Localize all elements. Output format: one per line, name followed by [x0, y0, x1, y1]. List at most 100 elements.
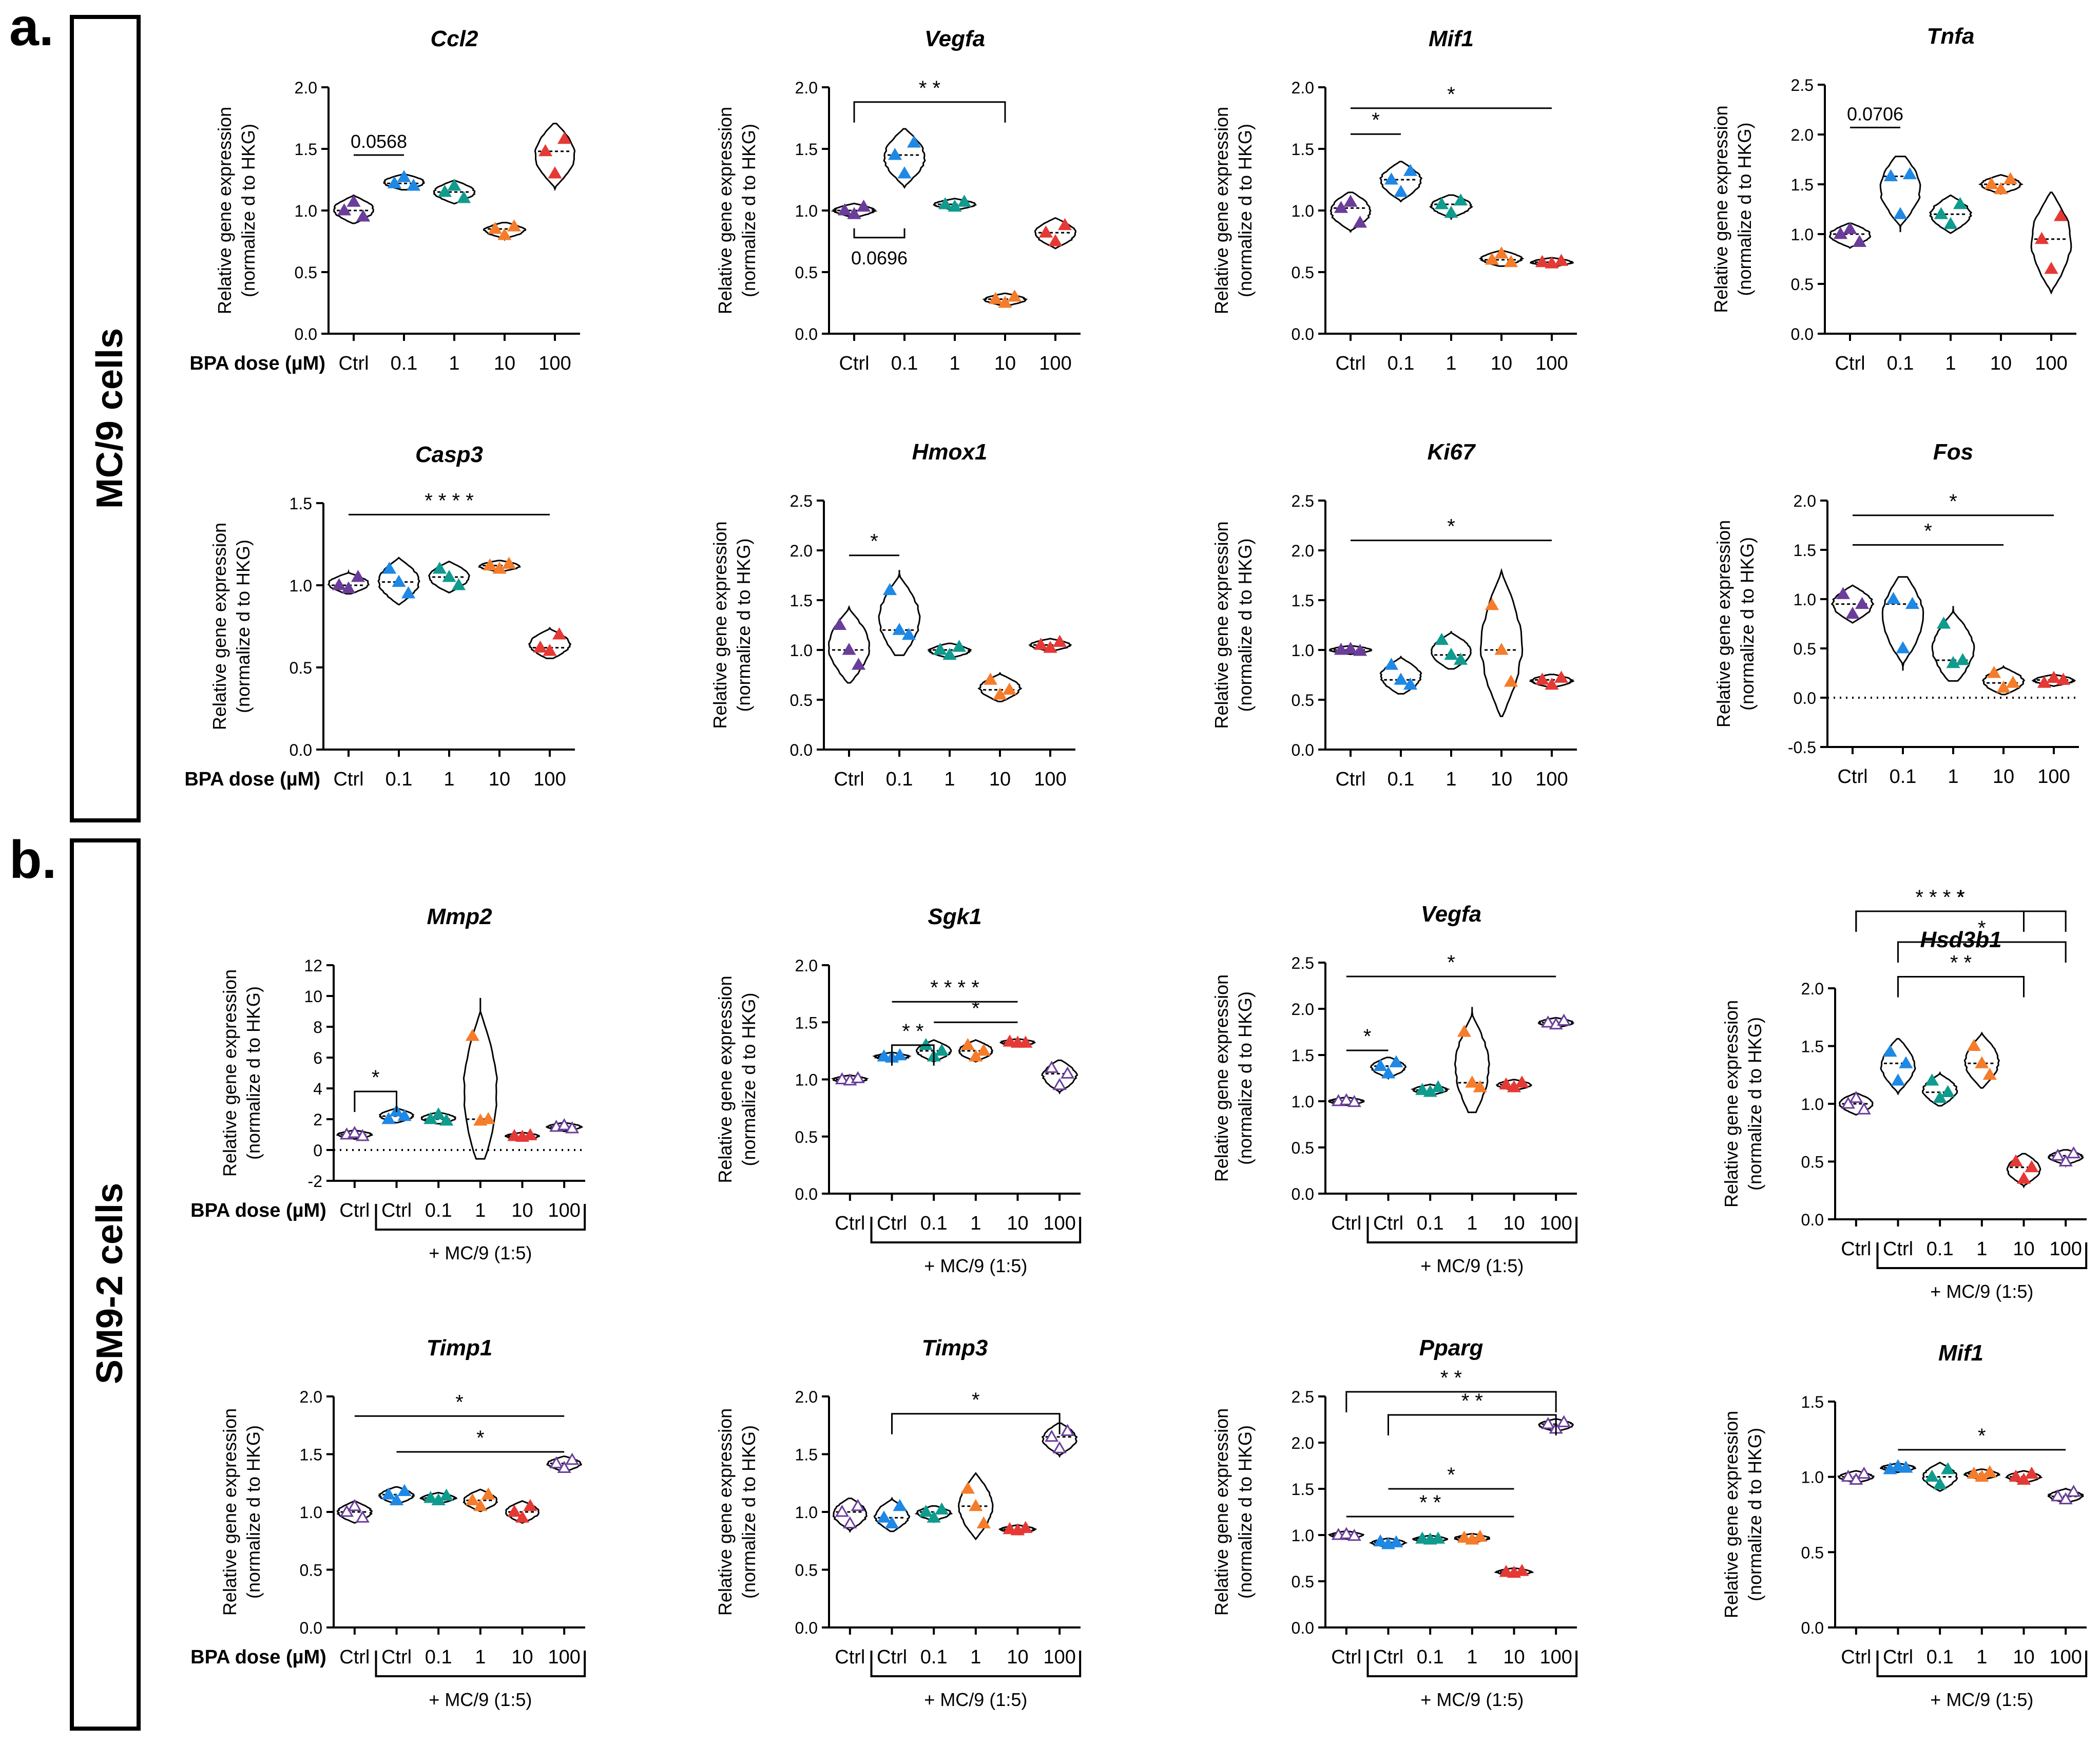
- x-tick-label: Ctrl: [835, 1213, 865, 1234]
- chart-title: Timp3: [922, 1335, 988, 1360]
- y-tick-label: 0.0: [790, 741, 813, 759]
- chart-vegfa-10: VegfaRelative gene expression (normalize …: [1211, 902, 1577, 1276]
- x-tick-label: 1: [1976, 1646, 1987, 1668]
- y-tick-label: 1.5: [795, 140, 818, 159]
- panel-side-label-b: SM9-2 cells: [89, 1183, 130, 1384]
- data-point: [1847, 608, 1858, 618]
- y-tick-label: 0.5: [1794, 640, 1816, 658]
- significance-label: *: [870, 530, 878, 553]
- y-tick-label: 0.5: [795, 1561, 818, 1580]
- x-tick-label: 10: [1503, 1646, 1525, 1668]
- y-tick-label: 1.0: [1801, 1095, 1824, 1114]
- y-tick-label: 2.0: [795, 956, 818, 975]
- y-tick-label: 0.0: [1801, 1211, 1824, 1229]
- bpa-dose-label: BPA dose (µM): [184, 769, 320, 790]
- x-tick-label: 100: [2049, 1238, 2082, 1260]
- x-tick-label: Ctrl: [839, 353, 869, 374]
- data-point: [2048, 673, 2059, 682]
- y-axis-label: Relative gene expression (normalize d to …: [209, 523, 254, 730]
- x-tick-label: 0.1: [920, 1213, 948, 1234]
- y-tick-label: 2.5: [1791, 76, 1814, 94]
- x-tick-label: Ctrl: [333, 769, 363, 790]
- y-axis-label: Relative gene expression (normalize d to …: [1211, 1408, 1256, 1616]
- x-tick-label: 0.1: [1926, 1238, 1954, 1260]
- bpa-dose-label: BPA dose (µM): [189, 353, 325, 374]
- chart-mmp2-8: Mmp2Relative gene expression (normalize d…: [190, 904, 585, 1263]
- chart-timp3-13: Timp3Relative gene expression (normalize …: [715, 1335, 1081, 1710]
- x-tick-label: 10: [1491, 353, 1512, 374]
- x-tick-label: 10: [1007, 1646, 1028, 1668]
- y-tick-label: 2.5: [790, 492, 813, 510]
- data-point: [2018, 1173, 2030, 1183]
- x-tick-label: 100: [2049, 1646, 2082, 1668]
- violin-4: [535, 124, 574, 189]
- data-point: [834, 620, 845, 629]
- y-tick-label: 0.0: [1292, 1619, 1314, 1637]
- chart-ccl2-0: Ccl2Relative gene expression (normalize d…: [189, 26, 580, 374]
- x-tick-label: 100: [2035, 353, 2067, 374]
- data-point: [1968, 1041, 1979, 1050]
- y-tick-label: 2.5: [1292, 1388, 1314, 1406]
- x-tick-label: 100: [1039, 353, 1071, 374]
- chart-title: Mif1: [1429, 26, 1474, 51]
- x-tick-label: 0.1: [1417, 1213, 1444, 1234]
- x-tick-label: 10: [1993, 766, 2014, 788]
- y-axis-label: Relative gene expression (normalize d to …: [715, 975, 759, 1183]
- y-tick-label: 0.5: [295, 263, 317, 282]
- y-axis-label: Relative gene expression (normalize d to …: [1721, 1000, 1765, 1208]
- x-tick-label: Ctrl: [1331, 1213, 1361, 1234]
- y-tick-label: 1.5: [795, 1013, 818, 1032]
- significance-label: *: [972, 1389, 980, 1411]
- y-tick-label: 0.5: [1292, 691, 1314, 710]
- chart-title: Timp1: [427, 1335, 493, 1360]
- coculture-label: + MC/9 (1:5): [924, 1689, 1027, 1710]
- x-tick-label: 0.1: [1890, 766, 1917, 788]
- y-tick-label: 2.0: [1794, 492, 1816, 510]
- y-tick-label: 0.0: [795, 1619, 818, 1637]
- data-point: [853, 659, 864, 669]
- y-tick-label: 8: [313, 1018, 322, 1037]
- y-tick-label: 1.0: [795, 1503, 818, 1522]
- y-tick-label: 2.0: [795, 1388, 818, 1406]
- significance-label: * * * *: [1915, 886, 1964, 909]
- y-axis-label: Relative gene expression (normalize d to …: [219, 969, 264, 1177]
- y-tick-label: 1.0: [1794, 590, 1816, 609]
- data-point: [1345, 643, 1356, 653]
- x-tick-label: 1: [1467, 1213, 1477, 1234]
- significance-label: 0.0568: [351, 131, 407, 152]
- chart-title: Vegfa: [924, 26, 985, 51]
- y-tick-label: 1.5: [1292, 591, 1314, 610]
- y-tick-label: 1.0: [1801, 1468, 1824, 1487]
- chart-title: Hsd3b1: [1920, 927, 2002, 952]
- x-tick-label: 0.1: [891, 353, 918, 374]
- data-point: [1045, 642, 1056, 652]
- y-tick-label: 2.5: [1292, 492, 1314, 510]
- y-axis-label: Relative gene expression (normalize d to …: [214, 107, 259, 314]
- y-tick-label: 1.5: [795, 1446, 818, 1464]
- chart-title: Fos: [1933, 439, 1973, 465]
- y-tick-label: 0.0: [1794, 689, 1816, 707]
- charts: Ccl2Relative gene expression (normalize d…: [184, 24, 2087, 1710]
- y-tick-label: 2.0: [1791, 126, 1814, 144]
- x-tick-label: 100: [1043, 1213, 1075, 1234]
- y-axis-label: Relative gene expression (normalize d to …: [1211, 107, 1256, 314]
- chart-mif1-2: Mif1 Relative gene expression (normalize d…: [1211, 26, 1577, 374]
- y-tick-label: 10: [304, 987, 322, 1006]
- y-tick-label: 1.5: [1791, 176, 1814, 194]
- y-tick-label: 1.0: [790, 641, 813, 660]
- x-tick-label: Ctrl: [338, 353, 369, 374]
- chart-title: Mif1: [1938, 1340, 1983, 1366]
- y-tick-label: 1.0: [795, 202, 818, 220]
- x-tick-label: 100: [1539, 1213, 1572, 1234]
- x-tick-label: 100: [548, 1200, 580, 1221]
- significance-label: *: [1447, 83, 1455, 106]
- panel-letter-b: b.: [9, 830, 56, 890]
- coculture-label: + MC/9 (1:5): [1930, 1281, 2033, 1302]
- data-point: [558, 1120, 570, 1129]
- x-tick-label: 0.1: [1887, 353, 1914, 374]
- chart-fos-7: FosRelative gene expression (normalize d …: [1713, 439, 2079, 788]
- data-point: [1904, 169, 1916, 179]
- y-tick-label: 0.5: [790, 691, 813, 710]
- x-tick-label: 10: [1503, 1213, 1525, 1234]
- data-point: [353, 571, 364, 581]
